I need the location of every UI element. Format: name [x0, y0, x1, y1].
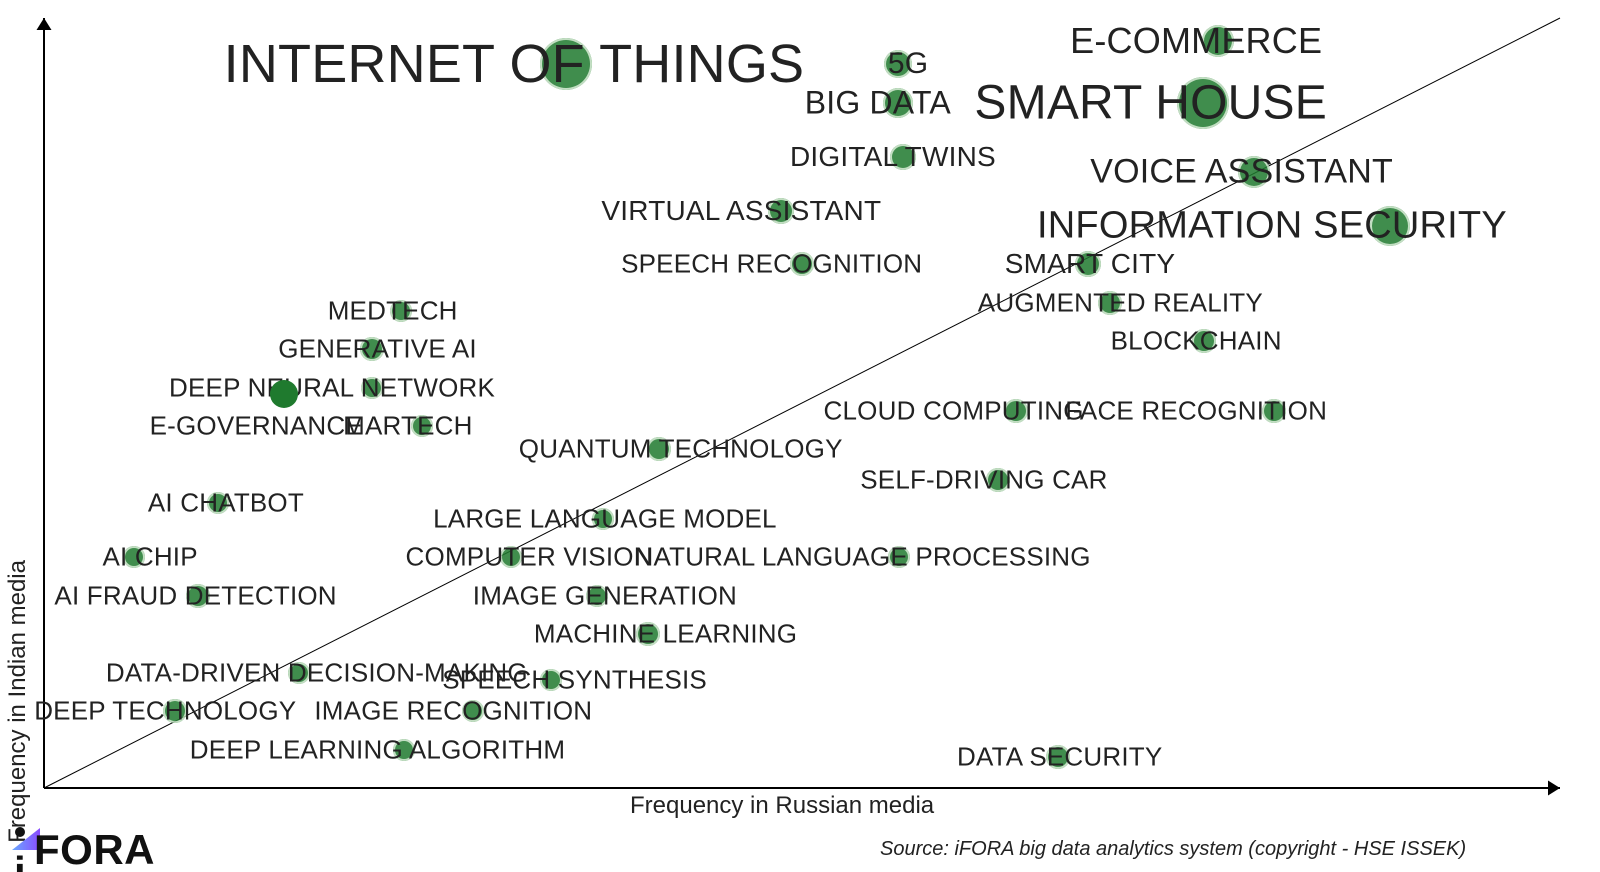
- y-axis-label: Frequency in Indian media: [4, 560, 32, 843]
- x-axis-label: Frequency in Russian media: [630, 792, 934, 820]
- data-point: [592, 508, 614, 530]
- data-point: [361, 377, 383, 399]
- data-point: [186, 584, 210, 608]
- data-point: [288, 662, 310, 684]
- data-point: [1004, 399, 1028, 423]
- source-text: Source: iFORA big data analytics system …: [880, 838, 1466, 861]
- data-point: [163, 699, 187, 723]
- data-point: [888, 546, 910, 568]
- data-point: [790, 252, 814, 276]
- data-point: [890, 144, 916, 170]
- data-point: [1098, 291, 1122, 315]
- data-point: [462, 700, 484, 722]
- data-point: [1370, 206, 1410, 246]
- data-point: [207, 492, 229, 514]
- data-point: [393, 739, 415, 761]
- data-point: [586, 585, 608, 607]
- data-point: [647, 437, 671, 461]
- data-point: [1046, 745, 1070, 769]
- data-point: [986, 468, 1010, 492]
- data-point: [636, 622, 660, 646]
- data-point: [411, 415, 433, 437]
- ifora-logo: i FORA: [6, 820, 176, 872]
- data-point: [884, 50, 912, 78]
- data-point: [540, 38, 592, 90]
- data-point: [360, 337, 384, 361]
- data-point: [1202, 25, 1234, 57]
- data-point: [768, 198, 794, 224]
- axes-svg: [0, 0, 1600, 872]
- data-point: [1262, 399, 1286, 423]
- data-point: [270, 380, 298, 408]
- data-point: [123, 546, 145, 568]
- data-point: [390, 300, 412, 322]
- data-point: [500, 546, 522, 568]
- data-point: [1192, 329, 1216, 353]
- scatter-chart: Frequency in Russian media Frequency in …: [0, 0, 1600, 872]
- data-point: [883, 88, 913, 118]
- data-point: [1177, 77, 1229, 129]
- data-point: [1075, 251, 1101, 277]
- data-point: [1238, 156, 1270, 188]
- data-point: [540, 669, 562, 691]
